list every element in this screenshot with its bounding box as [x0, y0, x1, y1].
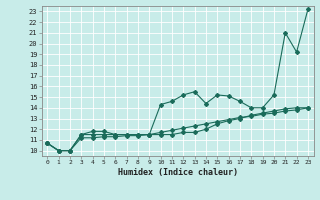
X-axis label: Humidex (Indice chaleur): Humidex (Indice chaleur) [118, 168, 237, 177]
